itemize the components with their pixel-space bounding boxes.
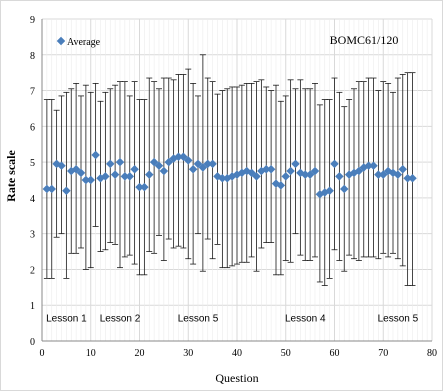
data-point [47,184,56,194]
lesson-label: Lesson 5 [178,313,219,324]
data-point [374,170,383,179]
data-point [252,172,261,181]
data-point [57,161,66,170]
y-tick-label: 2 [30,265,35,276]
data-point [291,159,300,169]
lesson-label: Lesson 1 [46,313,87,324]
y-tick-label: 6 [30,122,35,133]
lesson-label: Lesson 2 [100,313,141,324]
data-point [110,170,120,179]
data-point [335,172,344,181]
y-tick-label: 1 [30,301,35,312]
x-axis-label: Question [215,371,258,385]
y-tick-label: 4 [30,194,35,205]
x-tick-label: 20 [135,348,145,359]
data-point [340,184,349,194]
data-point [325,186,334,195]
y-tick-label: 9 [30,15,35,26]
data-point [184,156,193,165]
data-point [408,173,417,183]
y-tick-label: 7 [30,87,35,98]
data-point [286,166,295,176]
data-point [101,172,110,181]
data-point [393,170,403,179]
data-point [140,182,149,192]
y-tick-label: 8 [30,51,35,62]
data-point [120,172,130,181]
data-point [208,159,217,169]
data-point [145,170,154,179]
legend-label: Average [67,37,101,48]
data-point [276,181,286,190]
x-tick-label: 50 [281,348,291,359]
chart-annotation: BOMC61/120 [330,33,399,47]
data-point [174,152,183,161]
data-point [330,159,339,169]
x-tick-label: 0 [40,348,45,359]
data-point [364,161,373,170]
data-point [203,159,212,169]
lesson-label: Lesson 4 [285,313,326,324]
x-tick-label: 80 [427,348,437,359]
data-point [42,184,52,194]
legend-marker [56,36,66,46]
data-point [301,170,310,179]
data-point [81,175,91,185]
x-tick-label: 40 [232,348,242,359]
data-point [218,173,227,183]
data-point [115,157,125,167]
data-point [266,165,276,174]
y-axis-label: Rate scale [4,150,18,202]
x-tick-labels: 0 10 20 30 40 50 60 70 80 [40,348,438,359]
data-point [91,150,100,160]
x-tick-label: 10 [86,348,96,359]
data-point [135,182,144,192]
data-point [310,166,320,176]
data-point [403,173,412,183]
data-point [130,165,139,174]
data-point [86,175,95,185]
lesson-label: Lesson 5 [378,313,419,324]
x-tick-label: 30 [183,348,193,359]
data-point [281,172,290,181]
y-tick-label: 5 [30,158,35,169]
y-tick-label: 3 [30,230,35,241]
data-point [159,166,169,176]
lesson-labels: Lesson 1 Lesson 2 Lesson 5 Lesson 4 Lesson 5 [46,313,419,324]
data-point [369,161,378,170]
data-point [154,161,164,170]
data-point [398,165,407,174]
x-tick-label: 70 [378,348,388,359]
data-points [42,150,417,199]
data-point [76,168,86,178]
axes [41,19,432,342]
data-point [262,165,271,174]
data-point [62,186,71,195]
data-point [125,172,134,181]
y-tick-label: 0 [30,337,35,348]
x-tick-label: 60 [330,348,340,359]
data-point [106,159,115,169]
y-tick-labels: 0 1 2 3 4 5 6 7 8 9 [30,15,35,348]
legend: Average [56,36,101,48]
data-point [188,165,198,174]
